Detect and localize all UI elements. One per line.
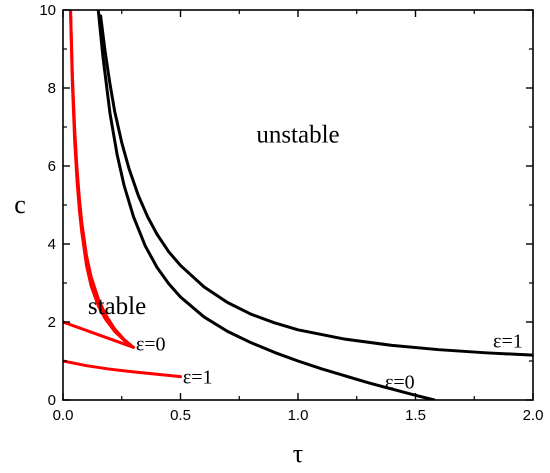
y-tick-label: 8 xyxy=(48,80,56,97)
curve-label: ε=0 xyxy=(136,333,166,355)
region-label: unstable xyxy=(256,122,339,149)
curve-label: ε=1 xyxy=(183,367,213,389)
labels-layer: unstable stable ε=1 ε=0 ε=0 ε=1 xyxy=(88,122,523,394)
x-axis-title: τ xyxy=(293,439,303,468)
y-tick-label: 4 xyxy=(48,236,56,253)
curves-layer xyxy=(63,10,533,400)
y-tick-label: 2 xyxy=(48,314,56,331)
ticks-layer: 0.0 0.5 1.0 1.5 2.0 0 2 4 6 8 10 xyxy=(39,2,543,424)
x-tick-label: 1.5 xyxy=(405,407,426,424)
plot-frame xyxy=(62,9,534,401)
y-tick-label: 6 xyxy=(48,158,56,175)
curve-label: ε=1 xyxy=(493,330,523,352)
curve-label: ε=0 xyxy=(385,371,415,393)
x-tick-label: 1.0 xyxy=(288,407,309,424)
series-line-1 xyxy=(99,14,533,357)
y-axis-title: c xyxy=(14,190,26,219)
series-line-6 xyxy=(63,359,182,379)
y-tick-label: 0 xyxy=(48,392,56,409)
x-tick-label: 2.0 xyxy=(523,407,544,424)
y-tick-label: 10 xyxy=(39,2,56,19)
x-tick-label: 0.0 xyxy=(53,407,74,424)
series-line-2 xyxy=(96,10,436,400)
series-line-4 xyxy=(69,10,131,346)
x-tick-label: 0.5 xyxy=(170,407,191,424)
series-line-5 xyxy=(63,320,135,349)
region-label: stable xyxy=(88,293,146,320)
